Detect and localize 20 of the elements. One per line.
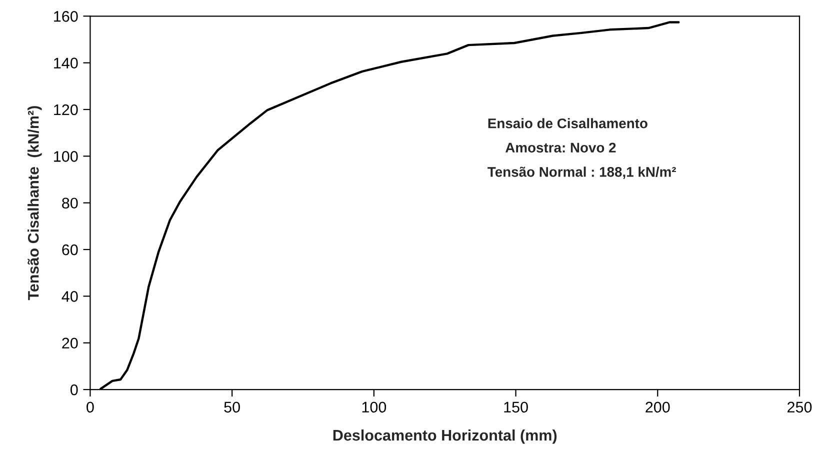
x-tick-label: 50 bbox=[224, 402, 240, 413]
y-tick-label: 80 bbox=[62, 198, 78, 209]
y-tick-label: 40 bbox=[62, 291, 78, 302]
y-tick-label: 60 bbox=[62, 244, 78, 256]
x-tick-label: 150 bbox=[504, 402, 528, 413]
annotation: Ensaio de Cisalhamento bbox=[488, 118, 648, 128]
x-tick-label: 0 bbox=[86, 402, 94, 413]
x-axis-title: Deslocamento Horizontal (mm) bbox=[333, 429, 557, 444]
annotation: Amostra: Novo 2 bbox=[505, 142, 616, 153]
x-tick-label: 200 bbox=[646, 402, 670, 413]
y-tick-label: 0 bbox=[70, 384, 78, 396]
y-tick-label: 160 bbox=[54, 11, 78, 22]
annotation: Tensão Normal : 188,1 kN/m² bbox=[488, 166, 676, 179]
y-tick-label: 140 bbox=[54, 58, 78, 68]
y-tick-label: 20 bbox=[62, 338, 78, 349]
y-tick-label: 100 bbox=[54, 151, 78, 162]
x-tick-label: 250 bbox=[788, 402, 812, 413]
y-axis-title: Tensão Cisalhante (kN/m²) bbox=[28, 106, 42, 300]
y-tick-label: 120 bbox=[54, 104, 78, 116]
x-tick-label: 100 bbox=[362, 402, 386, 413]
